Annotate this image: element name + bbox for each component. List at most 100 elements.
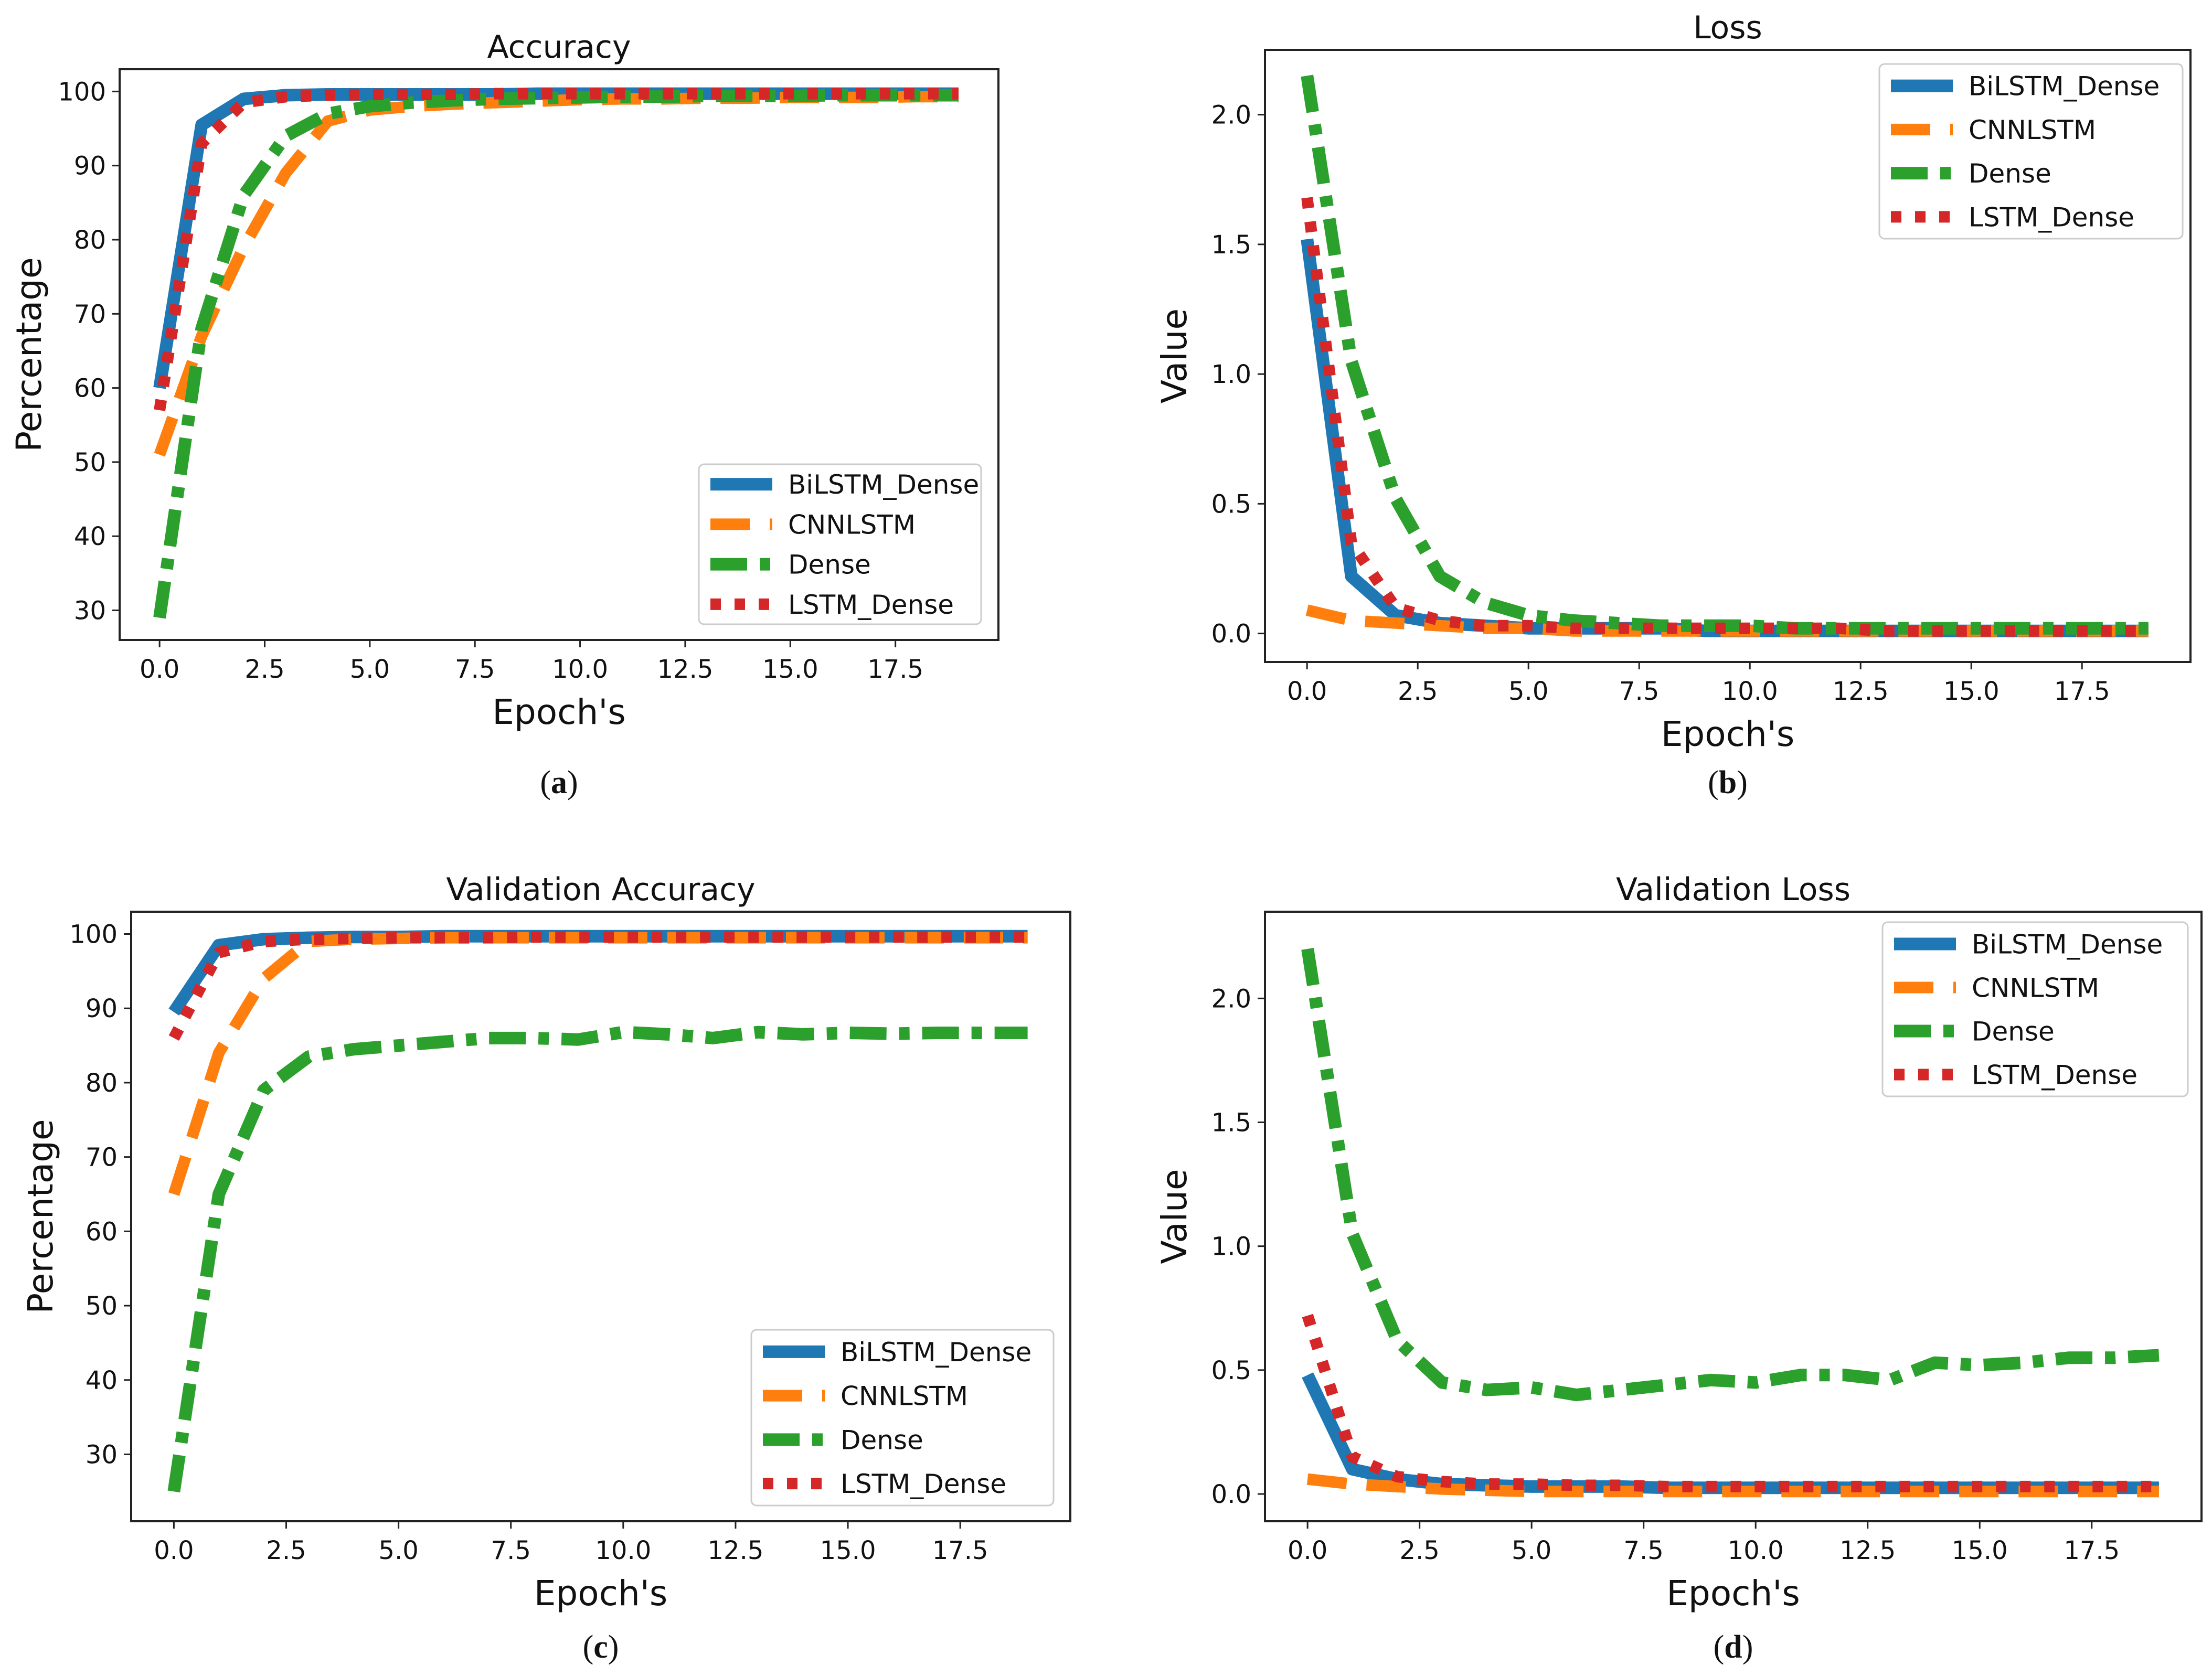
x-tick-label: 5.0 (1512, 1536, 1551, 1565)
x-axis-label: Epoch's (1666, 1573, 1800, 1614)
x-tick-label: 0.0 (1288, 1536, 1327, 1565)
legend-label: BiLSTM_Dense (788, 469, 979, 500)
x-tick-label: 7.5 (455, 655, 495, 684)
legend-label: CNNLSTM (1972, 973, 2099, 1004)
x-tick-label: 5.0 (1508, 677, 1548, 706)
legend-box (1878, 63, 2184, 240)
x-tick-label: 15.0 (762, 655, 818, 684)
y-tick-label: 80 (74, 226, 106, 255)
caption-close: ) (567, 765, 578, 800)
x-tick-label: 17.5 (2064, 1536, 2120, 1565)
legend-label: LSTM_Dense (1972, 1060, 2137, 1091)
x-tick-label: 7.5 (1624, 1536, 1664, 1565)
legend-label: Dense (1969, 158, 2051, 189)
series-line-dense (167, 1026, 1028, 1493)
y-tick-label: 2.0 (1211, 984, 1251, 1013)
legend-box (750, 1329, 1055, 1507)
y-tick-label: 90 (74, 152, 106, 181)
x-tick-label: 7.5 (1619, 677, 1659, 706)
panel-caption: (a) (540, 765, 578, 800)
x-axis-label: Epoch's (534, 1573, 668, 1614)
panel-caption: (c) (583, 1629, 619, 1665)
legend: BiLSTM_Dense CNNLSTM Dense LSTM_Dense (750, 1329, 1055, 1507)
x-tick-label: 12.5 (657, 655, 713, 684)
series-lines (1301, 948, 2160, 1498)
legend-label: BiLSTM_Dense (841, 1337, 1031, 1368)
legend-box (698, 463, 982, 625)
x-tick-label: 2.5 (244, 655, 284, 684)
caption-letter: c (593, 1629, 608, 1665)
x-axis-label: Epoch's (492, 692, 626, 732)
legend: BiLSTM_Dense CNNLSTM Dense LSTM_Dense (698, 463, 982, 625)
y-tick-label: 100 (69, 920, 118, 949)
x-tick-label: 0.0 (1287, 677, 1327, 706)
legend-box (1881, 921, 2189, 1097)
x-tick-label: 12.5 (708, 1536, 764, 1565)
series-lines (167, 930, 1028, 1493)
legend: BiLSTM_Dense CNNLSTM Dense LSTM_Dense (1881, 921, 2189, 1097)
x-tick-label: 17.5 (2054, 677, 2110, 706)
series-lines (1301, 74, 2149, 637)
chart-loss: Loss 0.0 2.5 5.0 7.5 10.0 12.5 15.0 17.5 0.0 0.5 1.… (1154, 9, 2192, 800)
x-tick-label: 12.5 (1839, 1536, 1896, 1565)
chart-title: Validation Accuracy (446, 871, 755, 908)
caption-open: ( (1714, 1629, 1725, 1665)
legend-label: Dense (788, 550, 871, 580)
y-tick-label: 50 (74, 448, 106, 477)
x-tick-label: 15.0 (1943, 677, 2000, 706)
series-line-lstm-dense (1301, 197, 2149, 637)
caption-open: ( (583, 1629, 594, 1665)
caption-open: ( (540, 765, 551, 800)
y-tick-label: 30 (86, 1440, 118, 1469)
x-tick-label: 10.0 (552, 655, 608, 684)
y-tick-label: 1.5 (1211, 230, 1251, 260)
y-tick-label: 50 (86, 1291, 118, 1321)
y-tick-label: 40 (74, 522, 106, 551)
legend: BiLSTM_Dense CNNLSTM Dense LSTM_Dense (1878, 63, 2184, 240)
legend-label: LSTM_Dense (788, 590, 954, 620)
chart-title: Accuracy (487, 29, 631, 66)
x-tick-label: 0.0 (154, 1536, 194, 1565)
legend-label: CNNLSTM (788, 509, 916, 540)
x-tick-label: 12.5 (1833, 677, 1889, 706)
y-tick-label: 90 (86, 994, 118, 1023)
y-tick-label: 0.5 (1211, 1356, 1251, 1385)
y-axis-label: Value (1154, 1169, 1195, 1264)
x-axis-label: Epoch's (1661, 714, 1795, 754)
y-tick-label: 0.0 (1211, 1480, 1251, 1509)
x-tick-label: 5.0 (378, 1536, 418, 1565)
panel-caption: (d) (1714, 1629, 1753, 1665)
y-tick-label: 100 (58, 77, 106, 106)
x-tick-label: 0.0 (140, 655, 179, 684)
y-tick-label: 80 (86, 1069, 118, 1098)
series-lines (153, 87, 959, 619)
x-tick-label: 7.5 (491, 1536, 531, 1565)
legend-label: BiLSTM_Dense (1969, 71, 2160, 102)
x-tick-label: 2.5 (1398, 677, 1438, 706)
x-tick-label: 17.5 (932, 1536, 988, 1565)
chart-title: Loss (1693, 9, 1762, 46)
panel-caption: (b) (1708, 765, 1748, 800)
y-tick-label: 1.0 (1211, 1232, 1251, 1262)
series-line-dense (1301, 948, 2160, 1402)
caption-close: ) (1737, 765, 1748, 800)
caption-close: ) (1742, 1629, 1753, 1665)
x-tick-label: 15.0 (820, 1536, 876, 1565)
y-tick-label: 2.0 (1211, 101, 1251, 130)
caption-open: ( (1708, 765, 1719, 800)
y-tick-label: 30 (74, 596, 106, 625)
y-tick-label: 0.0 (1211, 620, 1251, 649)
x-tick-label: 2.5 (266, 1536, 306, 1565)
caption-letter: b (1719, 765, 1737, 800)
legend-label: BiLSTM_Dense (1972, 930, 2163, 960)
y-tick-label: 70 (86, 1143, 118, 1172)
legend-label: LSTM_Dense (841, 1469, 1006, 1499)
y-axis-label: Percentage (9, 257, 49, 452)
x-tick-label: 10.0 (595, 1536, 651, 1565)
chart-title: Validation Loss (1616, 871, 1851, 908)
y-tick-label: 60 (74, 374, 106, 403)
caption-letter: a (551, 765, 567, 800)
legend-label: LSTM_Dense (1969, 202, 2134, 232)
legend-label: Dense (1972, 1017, 2055, 1047)
